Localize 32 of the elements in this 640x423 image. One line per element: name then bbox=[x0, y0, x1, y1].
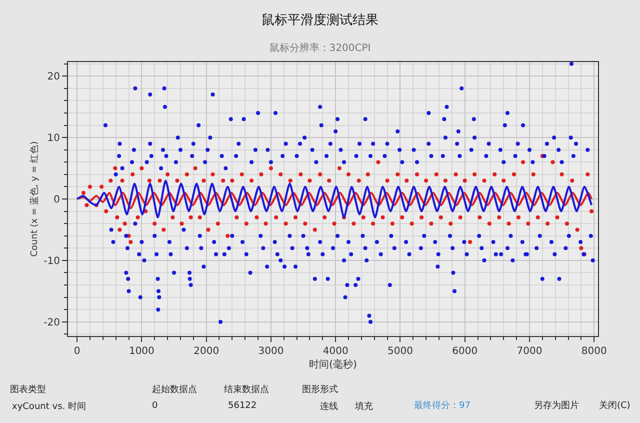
x-tick-label: 6000 bbox=[452, 346, 478, 357]
text: 0 bbox=[152, 401, 158, 411]
text: 另存为图片 bbox=[534, 400, 579, 411]
line-series bbox=[76, 180, 593, 218]
text: 结束数据点 bbox=[224, 384, 269, 395]
text: 起始数据点 bbox=[152, 384, 197, 395]
text: 图形形式 bbox=[302, 384, 338, 395]
y-tick-label: 0 bbox=[54, 194, 60, 206]
x-tick-label: 5000 bbox=[387, 346, 413, 357]
x-tick-label: 0 bbox=[74, 346, 80, 357]
y-axis-title: Count (x = 蓝色, y = 红色) bbox=[29, 141, 40, 257]
text: 关闭(C) bbox=[599, 400, 630, 411]
text: 填充 bbox=[354, 401, 373, 412]
y-tick-label: 20 bbox=[47, 72, 60, 83]
text: xyCount vs. 时间 bbox=[12, 401, 86, 412]
x-tick-label: 7000 bbox=[516, 346, 542, 357]
text: 最终得分：97 bbox=[414, 400, 470, 411]
x-tick-label: 4000 bbox=[322, 346, 348, 357]
chart-title: 鼠标平滑度测试结果 bbox=[262, 12, 378, 28]
x-tick-label: 2000 bbox=[194, 346, 220, 357]
x-tick-label: 1000 bbox=[128, 346, 154, 357]
text: 图表类型 bbox=[10, 384, 46, 395]
chart-subtitle: 鼠标分辨率：3200CPI bbox=[269, 42, 371, 54]
x-axis-title: 时间(毫秒) bbox=[309, 358, 357, 370]
text: 56122 bbox=[228, 401, 257, 411]
x-tick-label: 8000 bbox=[581, 346, 607, 357]
y-tick-label: -10 bbox=[44, 256, 60, 267]
y-tick-label: 10 bbox=[47, 133, 60, 144]
text: 连线 bbox=[320, 401, 338, 412]
x-tick-label: 3000 bbox=[258, 346, 284, 357]
line-series bbox=[76, 192, 593, 210]
y-tick-label: -20 bbox=[44, 317, 60, 328]
